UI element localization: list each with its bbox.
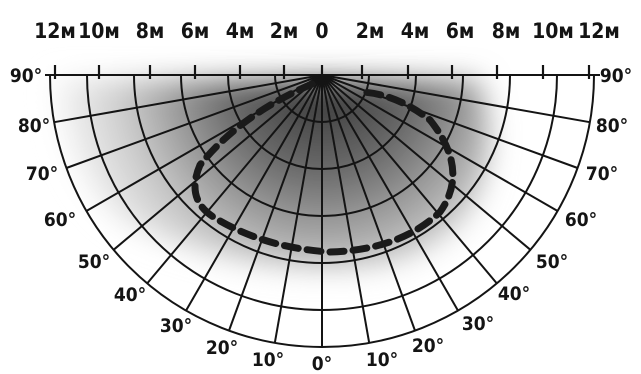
angle-label-right: 20° [412, 335, 444, 357]
angle-ray [112, 74, 323, 251]
angle-label-left: 80° [18, 115, 50, 137]
distance-ticks [53, 65, 591, 79]
angle-label-left: 50° [78, 251, 110, 273]
distance-label: 8м [136, 19, 165, 43]
distance-label: 8м [492, 19, 521, 43]
sensitivity-shading [55, 80, 490, 269]
angle-label-left: 60° [44, 209, 76, 231]
distance-label: 10м [78, 19, 120, 43]
angle-ray [273, 74, 323, 344]
angle-ray [146, 74, 323, 285]
distance-label: 2м [270, 19, 299, 43]
distance-label: 12м [34, 19, 76, 43]
angle-ray [321, 74, 498, 285]
angle-ray [321, 74, 591, 124]
distance-label: 6м [446, 19, 475, 43]
angle-ray [185, 74, 323, 312]
angle-ray [321, 74, 371, 344]
angle-label-left: 20° [206, 337, 238, 359]
angle-label-right: 30° [462, 313, 494, 335]
angle-label-left: 90° [10, 65, 42, 87]
distance-label: 2м [356, 19, 385, 43]
angle-label-right: 70° [586, 163, 618, 185]
detection-zone-outline [191, 80, 457, 256]
angle-label-bottom: 0° [312, 353, 332, 374]
distance-label: 6м [181, 19, 210, 43]
angle-label-left: 30° [160, 315, 192, 337]
angle-ray [321, 74, 416, 331]
angle-label-right: 60° [565, 209, 597, 231]
angle-label-left: 40° [114, 284, 146, 306]
angle-ray [53, 74, 323, 124]
angle-ray [321, 74, 532, 251]
distance-label: 12м [578, 19, 620, 43]
angle-ray [321, 74, 559, 212]
angle-scale: 90°80°70°60°50°40°30°20°10° 0° 10°20°30°40… [10, 65, 632, 374]
angle-label-left: 70° [26, 163, 58, 185]
distance-label: 4м [226, 19, 255, 43]
distance-label: 0 [315, 19, 328, 43]
angle-label-right: 50° [536, 251, 568, 273]
distance-label: 10м [532, 19, 574, 43]
angle-ray [321, 74, 459, 312]
angle-label-right: 80° [596, 115, 628, 137]
angle-label-right: 90° [600, 65, 632, 87]
angle-label-right: 40° [498, 283, 530, 305]
angle-ray [66, 74, 323, 169]
angle-label-left: 10° [252, 349, 284, 371]
distance-scale: 12м 10м 8м 6м 4м 2м 0 2м 4м 6м 8м 10м 12м [34, 19, 620, 43]
angle-label-right: 10° [366, 349, 398, 371]
polar-grid [45, 74, 600, 348]
distance-label: 4м [401, 19, 430, 43]
angle-ray [228, 74, 323, 331]
